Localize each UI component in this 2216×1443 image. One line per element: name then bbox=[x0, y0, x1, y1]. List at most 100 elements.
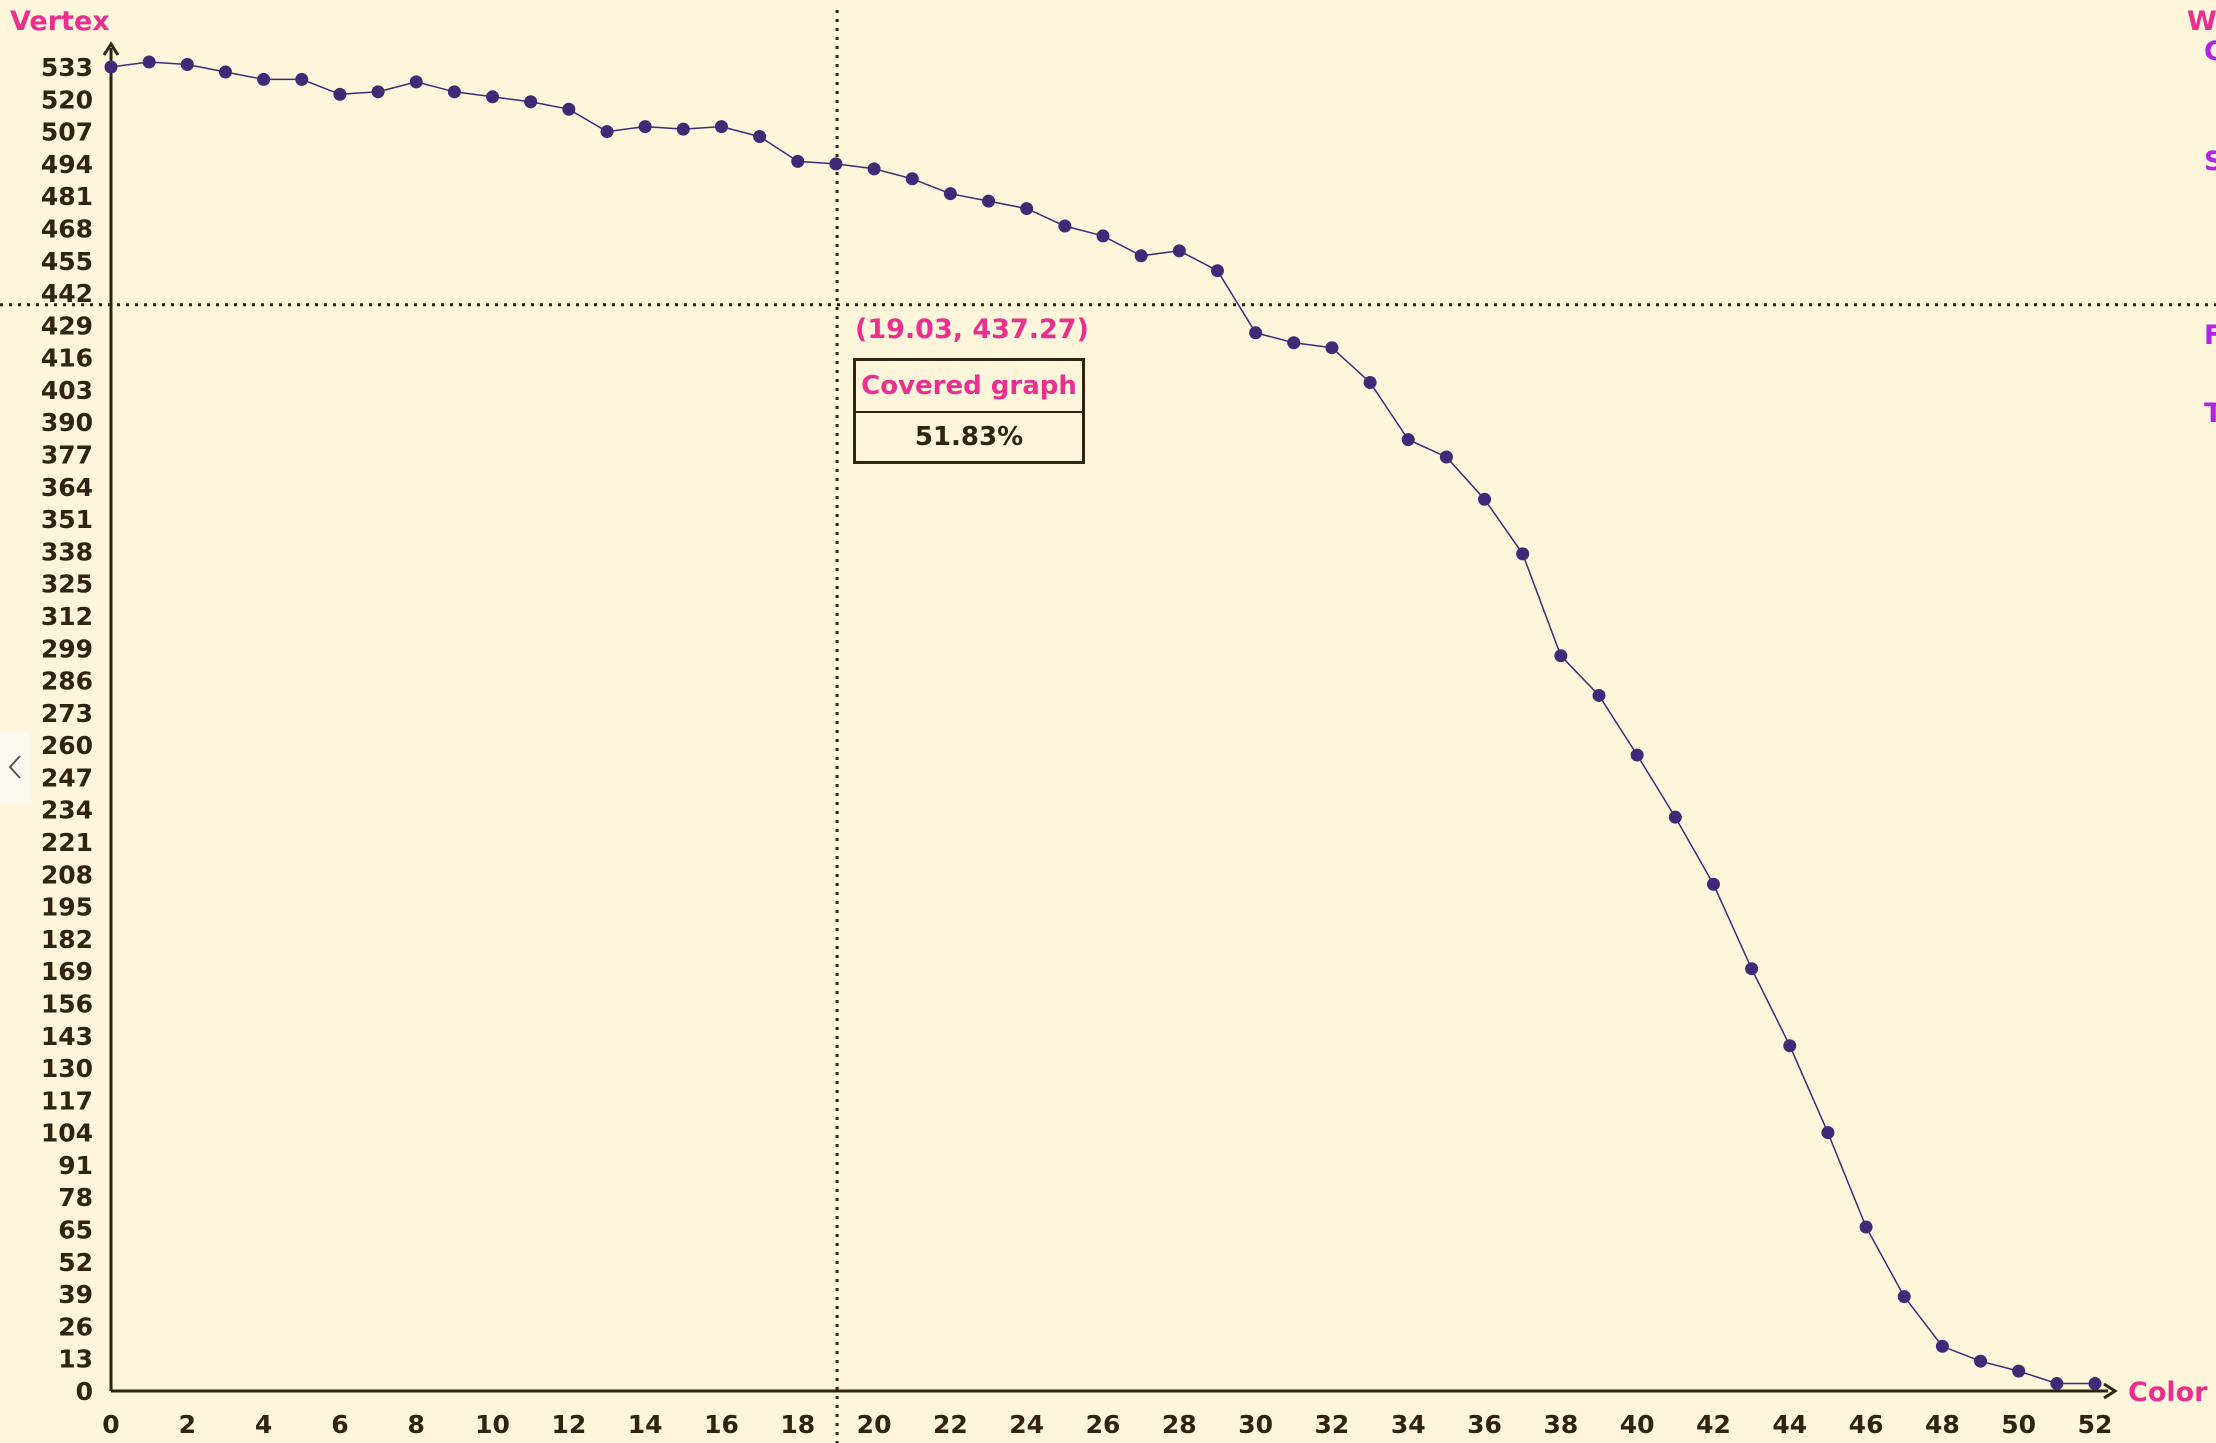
data-point bbox=[218, 65, 232, 79]
x-tick-label: 52 bbox=[2078, 1410, 2113, 1439]
data-point bbox=[753, 130, 767, 144]
coverage-tooltip: Covered graph 51.83% bbox=[853, 358, 1085, 464]
data-point bbox=[1668, 810, 1682, 824]
y-axis-arrow bbox=[102, 41, 120, 56]
edge-letter-c: C bbox=[2204, 36, 2216, 67]
y-tick-label: 65 bbox=[58, 1216, 93, 1245]
x-tick-label: 20 bbox=[857, 1410, 892, 1439]
x-tick-label: 34 bbox=[1391, 1410, 1426, 1439]
x-tick-label: 28 bbox=[1162, 1410, 1197, 1439]
data-point bbox=[676, 122, 690, 136]
data-point bbox=[409, 75, 423, 89]
data-point bbox=[1058, 219, 1072, 233]
data-point bbox=[1363, 375, 1377, 389]
data-point bbox=[142, 55, 156, 69]
y-tick-label: 13 bbox=[58, 1345, 93, 1374]
x-tick-label: 12 bbox=[551, 1410, 586, 1439]
y-tick-label: 26 bbox=[58, 1312, 93, 1341]
y-tick-label: 234 bbox=[41, 796, 93, 825]
data-point bbox=[1630, 748, 1644, 762]
data-point bbox=[791, 154, 805, 168]
data-point bbox=[257, 72, 271, 86]
x-tick-label: 18 bbox=[780, 1410, 815, 1439]
crosshair bbox=[0, 10, 2216, 1443]
x-tick-label: 6 bbox=[331, 1410, 348, 1439]
x-tick-label: 32 bbox=[1315, 1410, 1350, 1439]
data-point bbox=[714, 120, 728, 134]
y-tick-label: 208 bbox=[41, 860, 93, 889]
y-tick-labels: 0 13 26 39 52 65 78 91 104 117 130 143 156 169 182 195 2… bbox=[41, 53, 93, 1406]
data-point bbox=[1554, 649, 1568, 663]
y-tick-label: 299 bbox=[41, 634, 93, 663]
y-tick-label: 494 bbox=[41, 150, 93, 179]
edge-letter-f: F bbox=[2204, 320, 2216, 351]
y-tick-label: 507 bbox=[41, 118, 93, 147]
data-point bbox=[867, 162, 881, 176]
data-point bbox=[1287, 336, 1301, 350]
x-tick-label: 48 bbox=[1925, 1410, 1960, 1439]
y-tick-label: 533 bbox=[41, 53, 93, 82]
y-tick-label: 78 bbox=[58, 1183, 93, 1212]
y-tick-label: 416 bbox=[41, 344, 93, 373]
data-point bbox=[1439, 450, 1453, 464]
data-point bbox=[905, 172, 919, 186]
x-tick-label: 40 bbox=[1620, 1410, 1655, 1439]
data-point bbox=[2050, 1377, 2064, 1391]
data-point bbox=[1974, 1354, 1988, 1368]
x-tick-label: 38 bbox=[1543, 1410, 1578, 1439]
data-point bbox=[1935, 1339, 1949, 1353]
y-tick-label: 195 bbox=[41, 893, 93, 922]
y-tick-label: 468 bbox=[41, 214, 93, 243]
data-point bbox=[524, 95, 538, 109]
y-tick-label: 325 bbox=[41, 570, 93, 599]
x-tick-label: 30 bbox=[1238, 1410, 1273, 1439]
y-tick-label: 260 bbox=[41, 731, 93, 760]
data-point bbox=[1325, 341, 1339, 355]
data-point bbox=[1210, 264, 1224, 278]
x-tick-label: 46 bbox=[1849, 1410, 1884, 1439]
x-tick-label: 36 bbox=[1467, 1410, 1502, 1439]
y-tick-label: 429 bbox=[41, 311, 93, 340]
y-tick-label: 377 bbox=[41, 441, 93, 470]
y-tick-label: 364 bbox=[41, 473, 93, 502]
y-tick-label: 351 bbox=[41, 505, 93, 534]
x-tick-label: 10 bbox=[475, 1410, 510, 1439]
y-tick-label: 221 bbox=[41, 828, 93, 857]
data-point bbox=[1516, 547, 1530, 561]
y-tick-label: 338 bbox=[41, 537, 93, 566]
data-point bbox=[2088, 1377, 2102, 1391]
collapse-panel-button[interactable] bbox=[0, 731, 30, 803]
data-point bbox=[486, 90, 500, 104]
y-tick-label: 117 bbox=[41, 1086, 93, 1115]
y-tick-label: 286 bbox=[41, 667, 93, 696]
x-axis-arrow bbox=[2103, 1382, 2118, 1400]
x-tick-label: 22 bbox=[933, 1410, 968, 1439]
data-point bbox=[1745, 962, 1759, 976]
x-tick-label: 26 bbox=[1086, 1410, 1121, 1439]
x-axis-title: Color bbox=[2128, 1377, 2208, 1408]
y-tick-label: 143 bbox=[41, 1022, 93, 1051]
y-axis-title: Vertex bbox=[10, 6, 110, 37]
y-tick-label: 455 bbox=[41, 247, 93, 276]
y-tick-label: 403 bbox=[41, 376, 93, 405]
data-point bbox=[1706, 877, 1720, 891]
data-point bbox=[104, 60, 118, 74]
y-tick-label: 481 bbox=[41, 182, 93, 211]
data-point bbox=[1897, 1290, 1911, 1304]
x-tick-label: 50 bbox=[2001, 1410, 2036, 1439]
chevron-left-icon bbox=[8, 755, 21, 779]
x-tick-label: 42 bbox=[1696, 1410, 1731, 1439]
data-point bbox=[600, 125, 614, 139]
x-tick-label: 0 bbox=[102, 1410, 119, 1439]
data-point bbox=[1783, 1039, 1797, 1053]
data-point bbox=[1859, 1220, 1873, 1234]
data-point bbox=[1134, 249, 1148, 263]
x-tick-label: 4 bbox=[255, 1410, 272, 1439]
data-point bbox=[1020, 202, 1034, 216]
y-tick-label: 390 bbox=[41, 408, 93, 437]
y-tick-label: 247 bbox=[41, 763, 93, 792]
data-point bbox=[2012, 1364, 2026, 1378]
x-tick-label: 16 bbox=[704, 1410, 739, 1439]
